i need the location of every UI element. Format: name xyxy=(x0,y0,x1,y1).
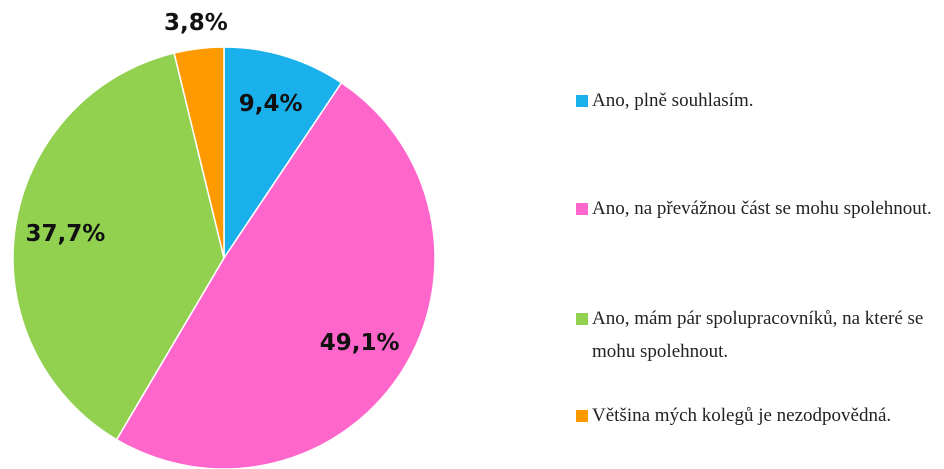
legend-swatch xyxy=(576,95,588,107)
legend-swatch xyxy=(576,313,588,325)
legend-swatch xyxy=(576,410,588,422)
legend-item: Ano, mám pár spolupracovníků, na které s… xyxy=(576,302,936,368)
pie-slice xyxy=(173,46,225,259)
data-label: 9,4% xyxy=(239,91,303,117)
legend-item: Ano, na převážnou část se mohu spolehnou… xyxy=(576,192,936,225)
pie-slice xyxy=(223,46,343,261)
chart: 9,4% 49,1% 37,7% 3,8% xyxy=(12,10,436,469)
legend-label: Většina mých kolegů je nezodpovědná. xyxy=(592,405,892,426)
data-label: 3,8% xyxy=(164,10,228,36)
legend-item: Většina mých kolegů je nezodpovědná. xyxy=(576,399,936,432)
pie-slice xyxy=(115,81,436,469)
legend-swatch xyxy=(576,203,588,215)
legend-label: Ano, mám pár spolupracovníků, na které s… xyxy=(592,308,924,362)
legend-label: Ano, na převážnou část se mohu spolehnou… xyxy=(592,198,932,219)
data-label: 37,7% xyxy=(25,221,105,247)
legend-item: Ano, plně souhlasím. xyxy=(576,84,936,117)
pie-slice xyxy=(12,52,225,441)
legend-label: Ano, plně souhlasím. xyxy=(592,90,754,111)
data-label: 49,1% xyxy=(320,330,400,356)
